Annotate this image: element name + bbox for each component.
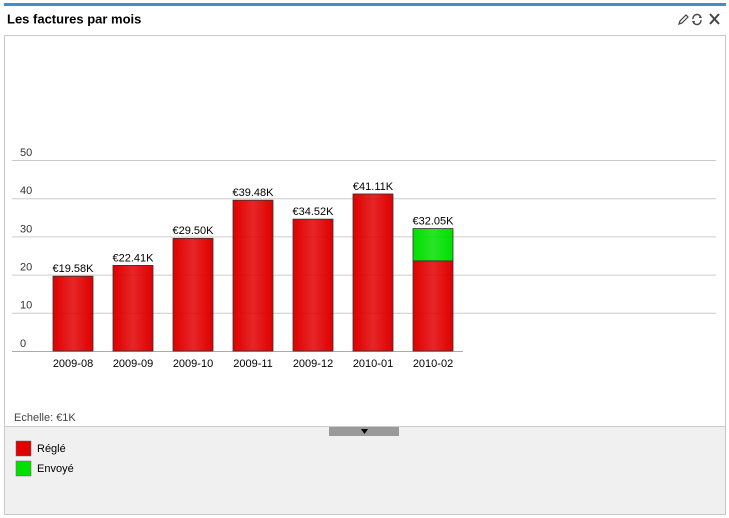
legend-area: [5, 426, 725, 514]
close-icon[interactable]: [709, 13, 720, 25]
value-label: €19.58K: [53, 263, 95, 275]
value-label: €22.41K: [113, 252, 155, 264]
bar-segment: [292, 218, 334, 352]
x-tick-label: 2009-10: [173, 358, 213, 370]
y-tick-label: 50: [20, 147, 32, 159]
refresh-icon[interactable]: [692, 13, 702, 26]
y-tick-label: 0: [20, 338, 26, 350]
value-label: €29.50K: [173, 225, 215, 237]
bar-segment: [352, 193, 394, 352]
edit-icon[interactable]: [678, 14, 689, 25]
x-tick-label: 2009-09: [113, 358, 153, 370]
bar-segment: [412, 228, 454, 262]
bar-segment: [52, 275, 94, 352]
bar-segment: [412, 260, 454, 352]
legend-swatch: [15, 460, 32, 477]
x-tick-label: 2009-08: [53, 358, 93, 370]
header-accent: [4, 3, 726, 6]
y-tick-label: 40: [20, 185, 32, 197]
collapse-handle[interactable]: [329, 427, 399, 436]
legend-label: Réglé: [37, 443, 66, 455]
legend-swatch: [15, 440, 32, 457]
plot: 0 10 20 30 40 50 2009-08 €19.58K 2009-09 €22.41K 2…: [12, 147, 716, 370]
x-tick-label: 2010-01: [353, 358, 393, 370]
bar-segment: [172, 237, 214, 352]
x-tick-label: 2009-11: [233, 358, 273, 370]
legend-label: Envoyé: [37, 463, 74, 475]
scale-note: Echelle: €1K: [14, 412, 76, 424]
value-label: €39.48K: [233, 187, 275, 199]
x-tick-label: 2009-12: [293, 358, 333, 370]
value-label: €32.05K: [413, 215, 455, 227]
y-tick-label: 30: [20, 223, 32, 235]
value-label: €34.52K: [293, 206, 335, 218]
y-tick-label: 20: [20, 262, 32, 274]
x-tick-label: 2010-02: [413, 358, 453, 370]
bar-segment: [232, 199, 274, 352]
y-tick-label: 10: [20, 300, 32, 312]
value-label: €41.11K: [353, 181, 394, 193]
bar-segment: [112, 264, 154, 352]
widget-title: Les factures par mois: [7, 11, 141, 26]
